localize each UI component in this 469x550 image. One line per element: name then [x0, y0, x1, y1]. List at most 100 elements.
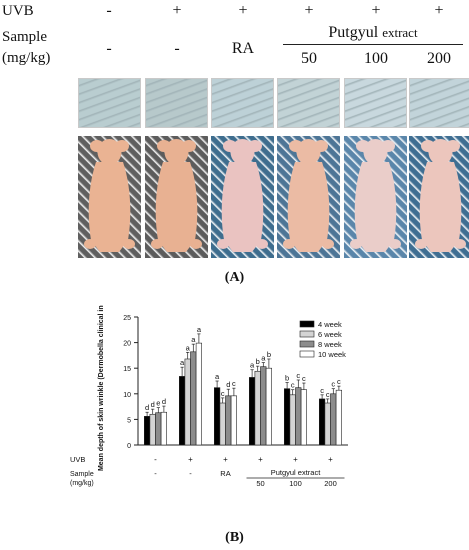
significance-letter: c — [291, 381, 295, 390]
legend-label: 8 week — [318, 340, 342, 349]
sample-value-2: RA — [231, 40, 255, 57]
bar — [149, 413, 156, 446]
bar — [155, 412, 162, 446]
significance-letter: d — [226, 380, 230, 389]
significance-letter: a — [191, 335, 196, 344]
significance-letter: c — [320, 386, 324, 395]
bar — [318, 398, 326, 446]
uvb-value-3: + — [304, 2, 314, 19]
legend-label: 10 week — [318, 350, 346, 359]
significance-letter: a — [197, 325, 202, 334]
panel-b-caption: (B) — [225, 530, 244, 545]
bar — [249, 377, 256, 446]
mouse-dorsal-photo — [211, 136, 274, 258]
bar — [219, 402, 226, 446]
mouse-dorsal-photo — [409, 136, 469, 258]
panel-a-caption: (A) — [224, 270, 245, 285]
significance-letter: c — [302, 374, 306, 383]
significance-letter: a — [261, 354, 266, 363]
legend-swatch — [299, 350, 315, 358]
skin-closeup-photo — [145, 78, 208, 128]
significance-letter: e — [156, 399, 160, 408]
y-tick-label: 15 — [123, 366, 131, 373]
sample-value-5: 200 — [427, 50, 451, 67]
x-uvb-label: UVB — [70, 455, 85, 464]
x-sample-value: 200 — [324, 479, 337, 488]
significance-letter: d — [151, 400, 155, 409]
x-uvb-value: + — [188, 455, 193, 464]
uvb-value-5: + — [434, 2, 444, 19]
bar — [295, 387, 302, 446]
mouse-dorsal-photo — [78, 136, 141, 258]
skin-closeup-photo — [409, 78, 469, 128]
significance-letter: c — [331, 380, 335, 389]
row-label-uvb: UVB — [2, 3, 34, 19]
y-tick-label: 20 — [123, 341, 131, 348]
x-uvb-value: + — [258, 455, 263, 464]
bar — [283, 388, 291, 446]
significance-letter: b — [256, 357, 260, 366]
x-uvb-value: - — [154, 455, 157, 464]
x-uvb-value: + — [293, 455, 298, 464]
skin-closeup-photo — [277, 78, 340, 128]
significance-letter: d — [145, 403, 149, 412]
extract-bracket-line — [283, 44, 463, 45]
bar — [260, 366, 267, 446]
sample-value-1: - — [174, 40, 180, 57]
bar — [335, 389, 343, 446]
wrinkle-depth-chart: 0 5 10 15 20 25 Mean depth of skin wrinkle (De… — [70, 305, 348, 488]
x-uvb-value: + — [328, 455, 333, 464]
significance-letter: a — [250, 361, 255, 370]
uvb-value-2: + — [238, 2, 248, 19]
bar — [179, 376, 186, 446]
significance-letter: c — [337, 377, 341, 386]
uvb-value-1: + — [172, 2, 182, 19]
y-axis-label: Mean depth of skin wrinkle (Dermobella c… — [98, 305, 105, 471]
skin-closeup-photo — [344, 78, 407, 128]
bar — [190, 351, 197, 446]
mouse-dorsal-photo — [145, 136, 208, 258]
significance-letter: c — [296, 371, 300, 380]
x-sample-label: Sample — [70, 471, 94, 478]
significance-letter: a — [215, 372, 220, 381]
skin-closeup-photo — [78, 78, 141, 128]
x-sample-value: - — [189, 469, 192, 478]
significance-letter: a — [180, 358, 185, 367]
skin-closeup-photo — [211, 78, 274, 128]
bar — [289, 394, 296, 446]
sample-value-0: - — [106, 40, 112, 57]
sample-value-4: 100 — [364, 50, 388, 67]
x-sample-unit-label: (mg/kg) — [70, 480, 94, 487]
x-uvb-value: + — [223, 455, 228, 464]
y-tick-label: 0 — [127, 443, 131, 450]
bar — [230, 395, 238, 446]
extract-label-main: Putgyul — [328, 24, 379, 41]
mouse-dorsal-photo — [344, 136, 407, 258]
legend-label: 6 week — [318, 330, 342, 339]
x-extract-label: Putgyul extract — [271, 468, 322, 477]
bar — [184, 358, 191, 446]
x-sample-value: 100 — [289, 479, 302, 488]
significance-letter: c — [232, 379, 236, 388]
bar — [225, 395, 232, 446]
bar — [254, 370, 261, 446]
y-tick-label: 10 — [123, 392, 131, 399]
bar — [144, 416, 151, 446]
bar — [330, 393, 337, 446]
extract-label-suffix: extract — [382, 25, 418, 40]
bar — [324, 402, 331, 446]
significance-letter: c — [221, 389, 225, 398]
y-tick-label: 5 — [127, 417, 131, 424]
uvb-value-4: + — [371, 2, 381, 19]
extract-label: Putgyul extract — [283, 24, 463, 42]
legend-label: 4 week — [318, 320, 342, 329]
sample-value-3: 50 — [301, 50, 317, 67]
bar — [160, 411, 168, 446]
significance-letter: c — [326, 390, 330, 399]
uvb-value-0: - — [106, 2, 112, 19]
significance-letter: a — [186, 343, 191, 352]
legend-swatch — [299, 330, 315, 338]
x-sample-value: RA — [220, 469, 230, 478]
x-sample-value: - — [154, 469, 157, 478]
significance-letter: d — [162, 397, 166, 406]
